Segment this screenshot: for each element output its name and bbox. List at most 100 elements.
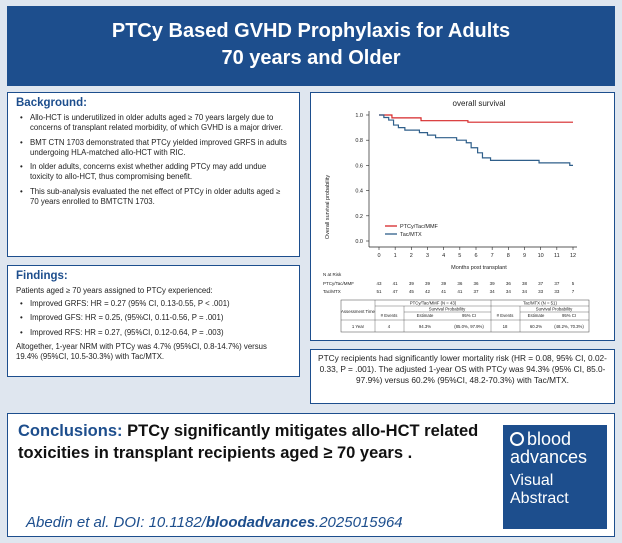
risk-value: 34 — [522, 289, 528, 294]
risk-value: 47 — [393, 289, 399, 294]
risk-value: 33 — [554, 289, 560, 294]
est-assessment: Assessment Time — [341, 309, 376, 314]
background-bullet: This sub-analysis evaluated the net effe… — [16, 187, 291, 208]
risk-value: 45 — [409, 289, 415, 294]
x-tick-label: 1 — [394, 253, 397, 259]
x-tick-label: 3 — [426, 253, 429, 259]
risk-value: 37 — [554, 281, 560, 286]
risk-value: 41 — [393, 281, 399, 286]
est-survival-2: Survival Probability — [536, 307, 573, 312]
header-banner: PTCy Based GVHD Prophylaxis for Adults 7… — [7, 6, 615, 86]
est-g2-estimate: 60.2% — [530, 324, 542, 329]
x-tick-label: 0 — [377, 253, 380, 259]
title-line-1: PTCy Based GVHD Prophylaxis for Adults — [111, 20, 511, 42]
series-ptcy-line — [379, 114, 573, 123]
est-g1-estimate: 94.3% — [419, 324, 431, 329]
risk-value: 38 — [522, 281, 528, 286]
y-tick-label: 0.0 — [355, 239, 363, 245]
risk-value: 34 — [506, 289, 512, 294]
risk-value: 39 — [441, 281, 447, 286]
risk-value: 41 — [441, 289, 447, 294]
risk-value: 33 — [538, 289, 544, 294]
est-survival-1: Survival Probability — [429, 307, 466, 312]
est-group2: Tac/MTX (N = 51) — [523, 301, 557, 306]
title-line-2: 70 years and Older — [221, 47, 401, 69]
y-tick-label: 0.8 — [355, 138, 363, 144]
risk-value: 41 — [457, 289, 463, 294]
risk-value: 36 — [457, 281, 463, 286]
est-events-1: # Events — [381, 313, 398, 318]
estimate-table-border — [340, 299, 590, 333]
series-tacmtx-line — [379, 114, 573, 167]
risk-value: 51 — [376, 289, 382, 294]
est-group1: PTCy/Tac/MMF (N = 43) — [410, 301, 457, 306]
chart-title: overall survival — [453, 99, 506, 108]
est-g2-ci: (48.2%, 70.3%) — [554, 324, 584, 329]
est-ci-1: 95% CI — [462, 313, 476, 318]
citation-suffix: .2025015964 — [315, 514, 403, 531]
legend-tacmtx-label: Tac/MTX — [400, 232, 422, 238]
y-tick-label: 0.2 — [355, 214, 363, 220]
findings-nrm: Altogether, 1-year NRM with PTCy was 4.7… — [16, 341, 267, 362]
risk-value: 43 — [376, 281, 382, 286]
x-tick-label: 4 — [442, 253, 445, 259]
x-axis-label: Months post transplant — [451, 265, 507, 271]
est-time: 1 Year — [352, 324, 365, 329]
est-estimate-2: Estimate — [528, 313, 545, 318]
x-tick-label: 8 — [507, 253, 510, 259]
est-g1-ci: (85.0%, 97.9%) — [454, 324, 484, 329]
survival-chart-panel: overall survival Overall survival probab… — [310, 92, 615, 341]
conclusion-panel: Conclusions: PTCy significantly mitigate… — [7, 413, 615, 537]
logo-line1: blood — [527, 429, 572, 449]
risk-title: N at Risk — [323, 272, 342, 277]
risk-label-tacmtx: Tac/MTX — [323, 289, 341, 294]
risk-value: 37 — [538, 281, 544, 286]
findings-intro: Patients aged ≥ 70 years assigned to PTC… — [16, 286, 213, 295]
x-tick-label: 7 — [491, 253, 494, 259]
estimate-table: PTCy/Tac/MMF (N = 43) Tac/MTX (N = 51) A… — [340, 299, 590, 333]
est-ci-2: 95% CI — [562, 313, 576, 318]
logo-line4: Abstract — [510, 490, 569, 507]
risk-value: 37 — [473, 289, 479, 294]
risk-value: 42 — [425, 289, 431, 294]
risk-value: 5 — [572, 281, 575, 286]
risk-label-ptcy: PTCy/Tac/MMF — [323, 281, 354, 286]
risk-value: 36 — [473, 281, 479, 286]
findings-bullet: Improved RFS: HR = 0.27, (95%CI, 0.12-0.… — [16, 328, 291, 339]
x-tick-label: 12 — [570, 253, 576, 259]
x-tick-label: 2 — [410, 253, 413, 259]
legend-ptcy-label: PTCy/Tac/MMF — [400, 224, 439, 230]
background-title: Background: — [16, 97, 87, 109]
risk-value: 34 — [490, 289, 496, 294]
summary-panel: PTCy recipients had significantly lower … — [310, 349, 615, 404]
logo-line3: Visual — [510, 472, 554, 489]
citation-prefix: Abedin et al. DOI: 10.1182/ — [26, 514, 206, 531]
x-tick-label: 9 — [523, 253, 526, 259]
conclusion-text: PTCy significantly mitigates allo-HCT re… — [18, 422, 479, 462]
x-tick-label: 10 — [538, 253, 544, 259]
risk-value: 39 — [425, 281, 431, 286]
background-bullet: BMT CTN 1703 demonstrated that PTCy yiel… — [16, 138, 291, 159]
survival-chart: overall survival Overall survival probab… — [323, 99, 590, 333]
risk-value: 36 — [506, 281, 512, 286]
risk-value: 7 — [572, 289, 575, 294]
conclusion-text-block: Conclusions: PTCy significantly mitigate… — [18, 420, 498, 464]
background-list: Allo-HCT is underutilized in older adult… — [16, 113, 291, 207]
est-g2-events: 18 — [503, 324, 508, 329]
x-tick-label: 5 — [458, 253, 461, 259]
background-bullet: Allo-HCT is underutilized in older adult… — [16, 113, 291, 134]
drop-icon — [510, 432, 524, 446]
logo-line2: advances — [510, 447, 588, 467]
blood-advances-logo: blood advances Visual Abstract — [503, 425, 607, 529]
conclusion-label: Conclusions: — [18, 422, 123, 440]
findings-bullet: Improved GFS: HR = 0.25, (95%CI, 0.11-0.… — [16, 313, 291, 324]
citation-journal: bloodadvances — [205, 514, 316, 531]
x-tick-label: 11 — [554, 253, 560, 259]
risk-value: 39 — [409, 281, 415, 286]
background-bullet: In older adults, concerns exist whether … — [16, 162, 291, 183]
x-tick-label: 6 — [474, 253, 477, 259]
est-estimate-1: Estimate — [417, 313, 434, 318]
y-tick-label: 0.6 — [355, 163, 363, 169]
findings-list: Improved GRFS: HR = 0.27 (95% CI, 0.13-0… — [16, 299, 291, 338]
findings-title: Findings: — [16, 270, 68, 282]
